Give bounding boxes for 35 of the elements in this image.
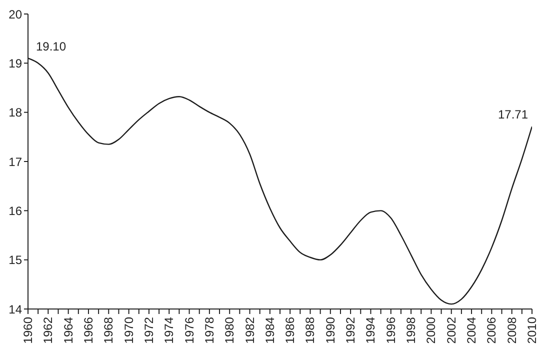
x-tick-label: 1976 [182,316,196,344]
x-tick-label: 2010 [525,316,537,344]
annotation: 17.71 [498,108,528,122]
y-tick-label: 14 [8,302,22,316]
annotation: 19.10 [36,39,66,54]
x-tick-label: 1984 [262,316,277,344]
x-tick-label: 1962 [41,316,56,344]
x-tick-label: 1980 [222,316,237,344]
x-tick-label: 1964 [61,316,76,344]
y-tick-label: 16 [8,204,22,218]
y-tick-label: 20 [8,7,22,22]
x-tick-label: 1992 [344,316,358,344]
y-tick-label: 17 [8,154,22,169]
x-tick-label: 1972 [142,316,156,344]
y-tick-label: 18 [8,106,22,120]
x-tick-label: 2000 [424,316,438,344]
x-tick-label: 1966 [81,316,96,344]
x-tick-label: 2006 [484,316,499,344]
x-tick-label: 2002 [444,316,458,344]
x-tick-label: 2008 [504,316,519,344]
x-tick-label: 1986 [283,316,298,344]
x-tick-label: 1990 [323,316,338,344]
y-tick-label: 19 [8,56,22,70]
x-tick-label: 2004 [464,316,479,344]
x-tick-label: 1994 [364,316,378,344]
x-tick-label: 1968 [102,316,116,344]
y-tick-label: 15 [8,253,22,268]
x-tick-label: 1960 [21,316,35,344]
x-tick-label: 1974 [162,316,176,344]
x-tick-label: 1982 [242,316,257,344]
x-tick-label: 1978 [202,316,216,344]
x-tick-label: 1970 [122,316,136,344]
x-tick-label: 1998 [404,316,418,344]
x-tick-label: 1988 [303,316,318,344]
x-tick-label: 1996 [384,316,398,344]
